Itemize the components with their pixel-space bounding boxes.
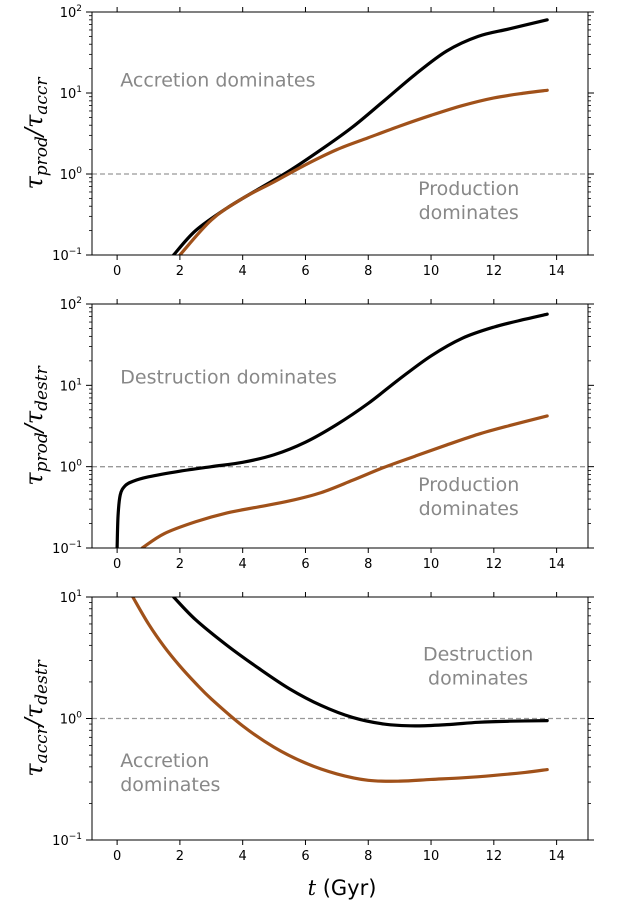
y-axis-label: τprod/τdestr <box>20 365 52 485</box>
annotation: Production dominates <box>418 178 519 224</box>
y-tick-label: 100 <box>60 459 83 476</box>
x-tick-label: 2 <box>176 849 184 864</box>
series-line-1 <box>178 88 549 255</box>
annotation: Destruction dominates <box>120 367 337 389</box>
x-tick-label: 2 <box>176 557 184 572</box>
x-axis-label-unit: (Gyr) <box>316 876 376 900</box>
y-axis-label: τaccr/τdestr <box>20 659 52 776</box>
x-tick-label: 10 <box>423 264 440 279</box>
y-tick-label: 10−1 <box>52 832 82 849</box>
y-tick-label: 100 <box>60 711 83 728</box>
y-tick-label: 10−1 <box>52 540 82 557</box>
x-tick-label: 14 <box>548 557 565 572</box>
panel-accr-destr: 0 2 4 6 8 10 12 14 10−1 100 101 τaccr/τdestr Destruc… <box>20 589 594 864</box>
series-line-1 <box>140 414 549 548</box>
x-tick-label: 6 <box>301 557 309 572</box>
x-tick-label: 12 <box>486 264 503 279</box>
axes-frame <box>91 11 589 256</box>
y-tick-label: 101 <box>60 377 82 394</box>
x-tick-label: 14 <box>548 264 565 279</box>
x-tick-label: 8 <box>364 264 372 279</box>
axes-frame <box>91 303 589 549</box>
series-line-1 <box>131 597 549 783</box>
x-tick-label: 12 <box>486 849 503 864</box>
annotation: Destruction dominates <box>423 644 533 690</box>
x-tick-label: 6 <box>301 849 309 864</box>
y-tick-label: 102 <box>60 4 82 21</box>
x-tick-label: 4 <box>239 849 247 864</box>
x-tick-label: 10 <box>423 557 440 572</box>
panel-prod-destr: 0 2 4 6 8 10 12 14 10−1 100 101 102 τprod/τdestr Dest… <box>20 296 594 572</box>
x-tick-label: 8 <box>364 557 372 572</box>
annotation: Accretion dominates <box>120 750 220 796</box>
annotation: Accretion dominates <box>120 70 315 92</box>
x-tick-label: 0 <box>113 849 121 864</box>
series-line-0 <box>115 312 549 548</box>
y-tick-label: 10−1 <box>52 247 82 264</box>
x-tick-label: 10 <box>423 849 440 864</box>
y-tick-label: 101 <box>60 85 82 102</box>
x-tick-label: 8 <box>364 849 372 864</box>
y-axis-label: τprod/τaccr <box>20 77 52 190</box>
x-tick-label: 4 <box>239 557 247 572</box>
x-tick-label: 0 <box>113 557 121 572</box>
y-tick-label: 101 <box>60 589 82 606</box>
x-tick-label: 6 <box>301 264 309 279</box>
series-line-0 <box>172 597 549 728</box>
x-tick-label: 14 <box>548 849 565 864</box>
x-tick-label: 0 <box>113 264 121 279</box>
x-tick-label: 12 <box>486 557 503 572</box>
x-tick-label: 4 <box>239 264 247 279</box>
y-tick-label: 102 <box>60 296 82 313</box>
panel-prod-accr: 0 2 4 6 8 10 12 14 10−1 100 101 102 τprod/τaccr Accre… <box>20 4 594 279</box>
annotation: Production dominates <box>418 474 519 520</box>
x-axis-label: t (Gyr) <box>308 876 377 900</box>
y-tick-label: 100 <box>60 166 83 183</box>
x-tick-label: 2 <box>176 264 184 279</box>
x-axis-label-var: t <box>308 876 317 900</box>
